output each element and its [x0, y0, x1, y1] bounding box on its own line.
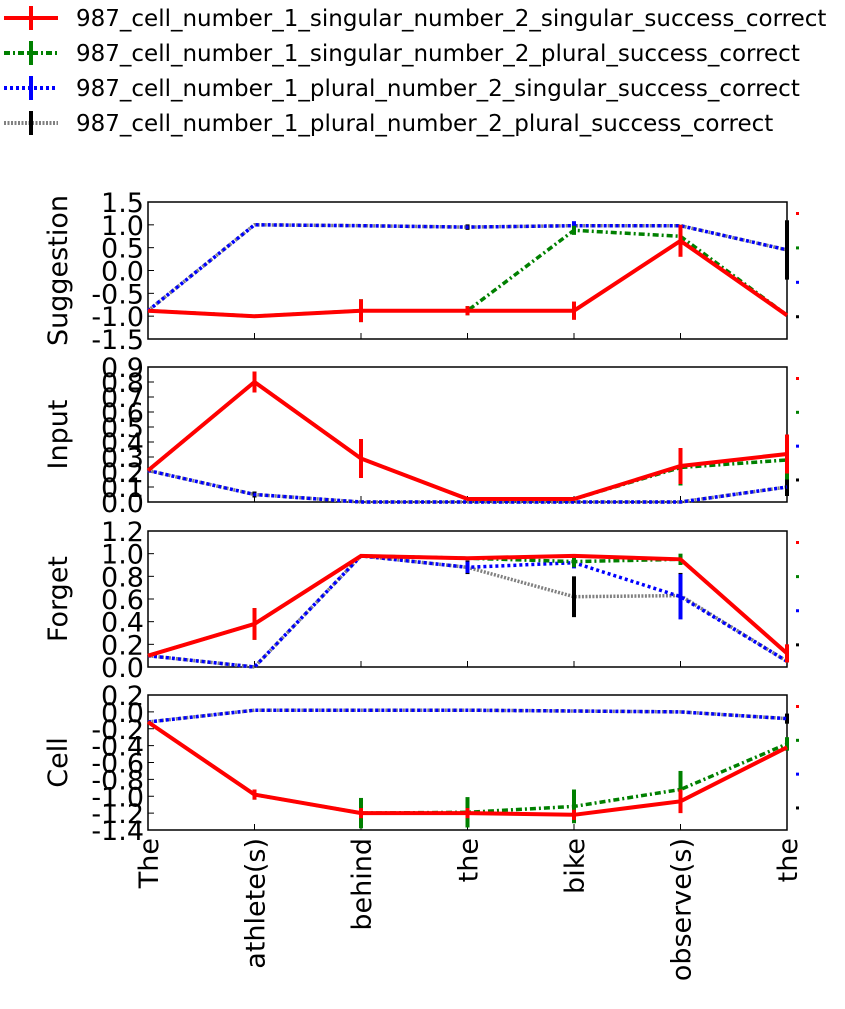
edge-marker	[796, 738, 799, 742]
legend-label-4: 987_cell_number_1_plural_number_2_plural…	[76, 111, 773, 137]
edge-marker	[796, 705, 799, 708]
edge-marker	[796, 444, 799, 448]
series-line-3	[147, 708, 788, 724]
ytick-label: -0.8	[91, 765, 144, 796]
xtick-label: bike	[560, 838, 591, 894]
edge-marker	[796, 246, 799, 250]
xtick-label: athlete(s)	[241, 838, 272, 969]
ylabel-input: Input	[43, 400, 74, 470]
edge-marker	[796, 772, 799, 776]
panel-frame-1	[147, 201, 788, 340]
ytick-label: -0.2	[91, 715, 144, 746]
ytick-label: -1.0	[91, 302, 144, 333]
ytick-label: 0.0	[101, 257, 144, 288]
edge-marker	[796, 377, 799, 380]
legend-label-3: 987_cell_number_1_plural_number_2_singul…	[76, 76, 800, 102]
series-line-3	[147, 468, 788, 504]
ytick-label: 1.0	[101, 211, 144, 242]
series-line-4	[146, 223, 788, 313]
edge-marker	[796, 315, 799, 319]
ylabel-suggestion: Suggestion	[43, 195, 74, 346]
ytick-label: 0.9	[101, 353, 144, 384]
xtick-label: the	[773, 838, 804, 882]
edge-marker	[796, 541, 799, 544]
ytick-label: 0.8	[101, 368, 144, 399]
xtick-label: behind	[347, 838, 378, 931]
ytick-label: 0.0	[101, 698, 144, 729]
ytick-label: 0.3	[101, 443, 144, 474]
ytick-label: 0.4	[101, 608, 144, 639]
xtick-label: The	[134, 838, 165, 889]
ytick-label: 0.0	[101, 653, 144, 684]
edge-marker	[796, 212, 799, 215]
ytick-label: 0.2	[101, 630, 144, 661]
ytick-label: -1.5	[91, 325, 144, 356]
ytick-label: 0.2	[101, 681, 144, 712]
edge-marker	[796, 280, 799, 284]
ytick-label: -0.5	[91, 279, 144, 310]
ytick-label: 0.7	[101, 383, 144, 414]
edge-marker	[796, 806, 799, 810]
edge-marker	[796, 410, 799, 414]
ytick-label: 1.0	[101, 540, 144, 571]
xtick-label: the	[454, 838, 485, 882]
ytick-label: 0.5	[101, 413, 144, 444]
ylabel-forget: Forget	[43, 556, 74, 642]
edge-marker	[796, 643, 799, 647]
series-line-3	[146, 223, 788, 313]
edge-marker	[796, 609, 799, 613]
edge-marker	[796, 575, 799, 579]
ytick-label: -0.4	[91, 732, 144, 763]
xtick-label: observe(s)	[667, 838, 698, 981]
panel-frame-2	[147, 366, 788, 503]
ytick-label: 0.0	[101, 488, 144, 519]
ytick-label: -0.6	[91, 749, 144, 780]
legend-label-2: 987_cell_number_1_singular_number_2_plur…	[76, 41, 800, 67]
edge-marker	[796, 478, 799, 482]
legend-label-1: 987_cell_number_1_singular_number_2_sing…	[76, 6, 826, 32]
ytick-label: 0.4	[101, 428, 144, 459]
ytick-label: 0.5	[101, 234, 144, 265]
ytick-label: 0.2	[101, 458, 144, 489]
ytick-label: 0.8	[101, 562, 144, 593]
ylabel-cell: Cell	[43, 737, 74, 787]
ytick-label: -1.0	[91, 782, 144, 813]
ytick-label: -1.2	[91, 799, 144, 830]
panel-frame-3	[147, 530, 788, 668]
ytick-label: 0.1	[101, 473, 144, 504]
ytick-label: 1.5	[101, 188, 144, 219]
ytick-label: -1.4	[91, 816, 144, 847]
ytick-label: 0.6	[101, 398, 144, 429]
ytick-label: 0.6	[101, 585, 144, 616]
ytick-label: 1.2	[101, 517, 144, 548]
